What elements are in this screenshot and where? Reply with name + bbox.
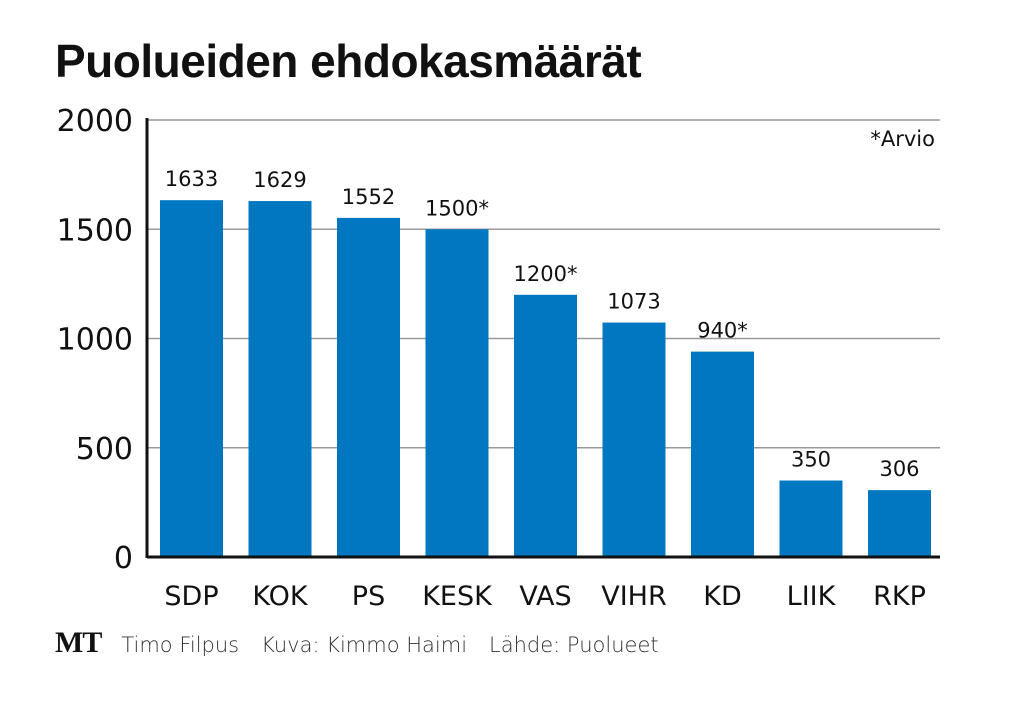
mt-logo: MT	[55, 626, 102, 659]
footer: MT Timo Filpus Kuva: Kimmo Haimi Lähde: …	[55, 626, 681, 660]
data-label: 306	[879, 457, 919, 481]
data-label: 1552	[342, 185, 395, 209]
chart-title: Puolueiden ehdokasmäärät	[55, 35, 642, 87]
data-label: 1629	[253, 168, 306, 192]
x-tick-label: PS	[352, 581, 385, 612]
footer-author: Timo Filpus	[121, 633, 240, 657]
x-tick-label: KESK	[422, 581, 493, 612]
bar-ps	[337, 217, 400, 557]
data-label: 1200*	[514, 262, 578, 286]
bar-kesk	[425, 229, 489, 557]
footer-photo-credit: Kuva: Kimmo Haimi	[261, 633, 468, 657]
x-tick-label: VAS	[519, 581, 571, 612]
bar-liik	[779, 480, 843, 557]
data-label: 350	[791, 448, 831, 472]
y-tick-label: 500	[76, 432, 133, 467]
y-tick-label: 1500	[57, 213, 133, 248]
x-tick-label: SDP	[164, 581, 218, 612]
bar-rkp	[868, 490, 931, 557]
y-tick-label: 1000	[57, 323, 133, 358]
estimate-note: *Arvio	[870, 127, 935, 151]
y-tick-label: 2000	[57, 104, 133, 139]
bar-kd	[691, 351, 754, 557]
x-tick-label: KOK	[252, 581, 308, 612]
x-tick-label: RKP	[873, 581, 926, 612]
x-tick-label: LIIK	[787, 581, 837, 612]
data-label: 1073	[607, 290, 660, 314]
x-tick-label: VIHR	[601, 581, 667, 612]
data-label: 1633	[165, 167, 218, 191]
data-label: 940*	[697, 319, 748, 343]
bar-vihr	[602, 322, 666, 557]
footer-source: Lähde: Puolueet	[489, 633, 659, 657]
y-tick-label: 0	[114, 541, 133, 576]
bar-vas	[514, 294, 577, 557]
bar-sdp	[160, 200, 223, 557]
bar-kok	[248, 201, 312, 557]
x-tick-label: KD	[703, 581, 742, 612]
data-label: 1500*	[425, 196, 489, 220]
